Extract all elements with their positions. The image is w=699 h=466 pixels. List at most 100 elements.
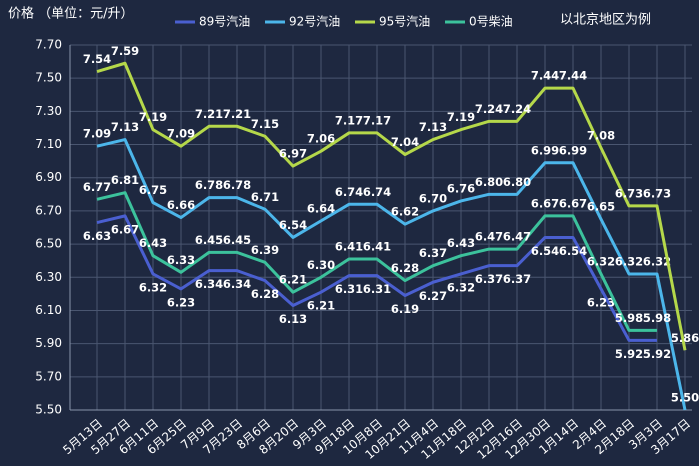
data-label: 6.28 <box>391 261 419 275</box>
data-label: 6.31 <box>363 282 391 296</box>
y-tick-label: 5.70 <box>35 369 62 383</box>
data-label: 6.33 <box>167 253 195 267</box>
data-label: 6.41 <box>363 240 391 254</box>
data-label: 6.43 <box>447 236 475 250</box>
data-label: 6.37 <box>419 246 447 260</box>
data-label: 7.19 <box>139 110 167 124</box>
data-label: 6.30 <box>307 258 335 272</box>
data-label: 7.54 <box>83 52 111 66</box>
y-tick-label: 7.50 <box>35 71 62 85</box>
data-label: 6.76 <box>447 181 475 195</box>
data-label: 6.32 <box>139 280 167 294</box>
data-label: 7.24 <box>503 102 531 116</box>
data-label: 7.15 <box>251 117 279 131</box>
data-label: 6.45 <box>223 233 251 247</box>
data-label: 6.27 <box>419 289 447 303</box>
data-label: 6.66 <box>167 198 195 212</box>
data-label: 6.71 <box>251 190 279 204</box>
data-label: 6.32 <box>615 254 643 268</box>
data-label: 7.59 <box>111 44 139 58</box>
y-tick-label: 6.90 <box>35 170 62 184</box>
legend-label: 95号汽油 <box>379 14 430 29</box>
data-label: 6.19 <box>391 302 419 316</box>
data-label: 6.54 <box>279 218 307 232</box>
data-label: 6.67 <box>111 222 139 236</box>
data-label: 6.64 <box>307 201 335 215</box>
data-label: 6.21 <box>279 273 307 287</box>
legend-label: 89号汽油 <box>199 14 250 29</box>
data-label: 6.21 <box>307 299 335 313</box>
data-label: 6.80 <box>503 175 531 189</box>
data-label: 6.54 <box>559 244 587 258</box>
series-line <box>96 191 657 332</box>
data-label: 6.32 <box>587 254 615 268</box>
data-label: 6.65 <box>587 200 615 214</box>
data-label: 6.75 <box>139 183 167 197</box>
y-tick-label: 7.70 <box>35 38 62 52</box>
data-label: 6.67 <box>531 196 559 210</box>
data-label: 6.39 <box>251 243 279 257</box>
data-label: 5.50 <box>671 391 699 405</box>
data-label: 6.47 <box>503 230 531 244</box>
data-label: 6.73 <box>615 186 643 200</box>
data-label: 7.04 <box>391 135 419 149</box>
data-label: 6.43 <box>139 236 167 250</box>
data-label: 6.34 <box>195 277 223 291</box>
series-line <box>96 214 657 342</box>
legend-label: 0号柴油 <box>469 15 513 29</box>
y-tick-label: 7.30 <box>35 104 62 118</box>
data-label: 7.21 <box>195 107 223 121</box>
data-label: 6.78 <box>195 178 223 192</box>
data-label: 5.98 <box>615 311 643 325</box>
data-label: 6.32 <box>643 254 671 268</box>
data-label: 7.44 <box>559 69 587 83</box>
data-label: 7.06 <box>307 132 335 146</box>
data-label: 7.17 <box>335 113 363 127</box>
data-label: 6.73 <box>643 186 671 200</box>
data-label: 6.13 <box>279 312 307 326</box>
y-tick-label: 6.30 <box>35 270 62 284</box>
data-label: 7.17 <box>363 113 391 127</box>
y-tick-label: 6.50 <box>35 237 62 251</box>
data-label: 5.86 <box>671 331 699 345</box>
data-label: 5.92 <box>643 347 671 361</box>
data-label: 7.44 <box>531 69 559 83</box>
data-label: 6.23 <box>587 295 615 309</box>
data-label: 7.13 <box>111 120 139 134</box>
data-label: 6.34 <box>223 277 251 291</box>
data-label: 5.98 <box>643 311 671 325</box>
data-label: 7.19 <box>447 110 475 124</box>
data-label: 6.74 <box>335 185 363 199</box>
data-label: 6.32 <box>447 280 475 294</box>
series-line <box>96 138 687 411</box>
data-label: 6.99 <box>559 143 587 157</box>
data-label: 6.63 <box>83 229 111 243</box>
data-label: 6.47 <box>475 230 503 244</box>
data-label: 6.62 <box>391 205 419 219</box>
y-tick-label: 5.50 <box>35 403 62 417</box>
data-label: 6.67 <box>559 196 587 210</box>
chart-title: 价格 （单位：元/升） <box>8 6 134 22</box>
data-label: 6.37 <box>475 272 503 286</box>
series-line <box>96 61 687 351</box>
data-label: 7.09 <box>83 127 111 141</box>
data-label: 7.21 <box>223 107 251 121</box>
data-label: 6.97 <box>279 147 307 161</box>
data-label: 6.78 <box>223 178 251 192</box>
y-tick-label: 6.70 <box>35 203 62 217</box>
data-label: 7.13 <box>419 120 447 134</box>
data-label: 6.70 <box>419 191 447 205</box>
data-label: 6.37 <box>503 272 531 286</box>
data-label: 7.09 <box>167 127 195 141</box>
data-label: 6.99 <box>531 143 559 157</box>
data-label: 7.24 <box>475 102 503 116</box>
y-tick-label: 6.10 <box>35 303 62 317</box>
data-label: 6.45 <box>195 233 223 247</box>
data-label: 6.28 <box>251 287 279 301</box>
chart-subtitle: 以北京地区为例 <box>560 13 651 28</box>
data-label: 5.92 <box>615 347 643 361</box>
data-label: 6.74 <box>363 185 391 199</box>
data-label: 6.41 <box>335 240 363 254</box>
data-label: 6.31 <box>335 282 363 296</box>
